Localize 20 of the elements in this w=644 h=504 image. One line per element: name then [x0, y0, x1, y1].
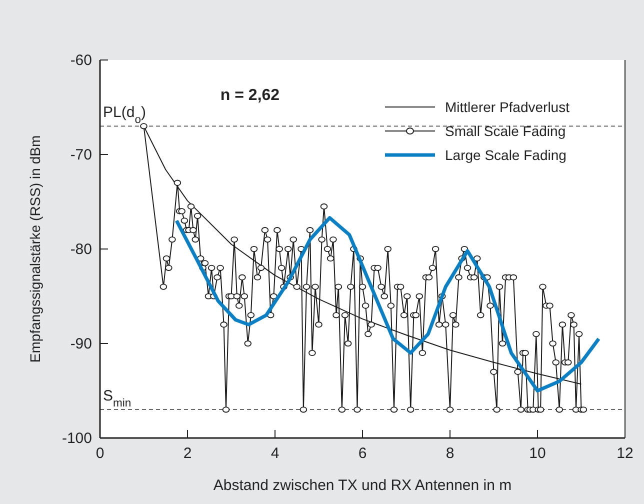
x-axis-title: Abstand zwischen TX und RX Antennen in m: [213, 477, 512, 494]
x-tick-label: 12: [616, 445, 634, 462]
x-tick-label: 8: [446, 445, 454, 462]
y-tick-label: -70: [70, 146, 92, 164]
x-tick-label: 10: [529, 445, 546, 462]
y-tick-label: -90: [70, 336, 92, 352]
ref-line-label: PL(d$_{o}$): [103, 104, 146, 126]
x-tick-label: 2: [183, 445, 192, 462]
legend-label: Small Scale Fading: [445, 123, 566, 139]
y-tick-label: -80: [70, 241, 92, 258]
x-tick-label: 0: [96, 445, 104, 462]
y-tick-label: -60: [70, 52, 92, 69]
annotation: n = 2,62: [220, 87, 280, 104]
legend-label: Large Scale Fading: [445, 147, 566, 163]
x-tick-label: 6: [358, 445, 367, 462]
y-tick-label: -100: [62, 430, 92, 447]
y-axis-title: Empfangssignalstärke (RSS) in dBm: [27, 135, 43, 363]
ref-line-label: S$_{min}$: [103, 388, 132, 410]
legend-label: Mittlerer Pfadverlust: [445, 99, 570, 115]
x-tick-label: 4: [270, 445, 280, 462]
